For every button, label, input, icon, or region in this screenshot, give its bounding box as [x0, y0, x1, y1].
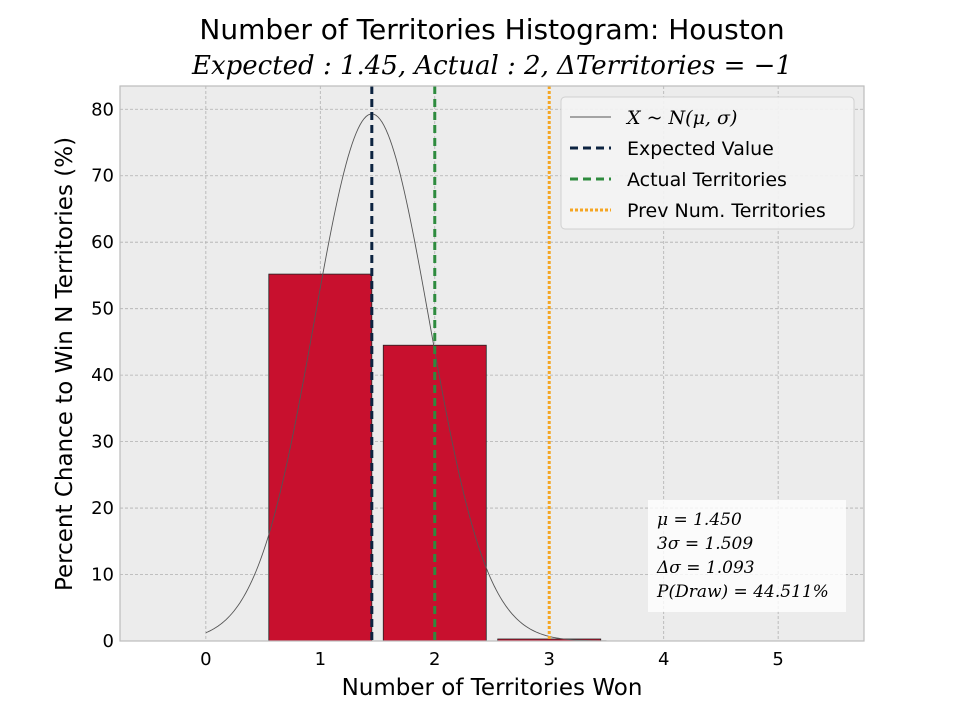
y-tick-label: 40: [91, 365, 114, 386]
x-tick-label: 5: [772, 649, 783, 670]
x-tick-label: 2: [429, 649, 440, 670]
chart-title: Number of Territories Histogram: Houston: [199, 13, 784, 46]
stats-line: 3σ = 1.509: [657, 534, 753, 554]
chart-subtitle: Expected : 1.45, Actual : 2, ΔTerritorie…: [191, 51, 792, 81]
legend: X ~ N(μ, σ) Expected Value Actual Territor…: [560, 96, 855, 230]
x-tick-label: 1: [315, 649, 326, 670]
stats-line: P(Draw) = 44.511%: [656, 582, 829, 602]
y-axis-label: Percent Chance to Win N Territories (%): [52, 137, 78, 591]
histogram-bar: [268, 273, 373, 642]
normal-distribution-curve: [205, 113, 607, 642]
y-tick-label: 80: [91, 99, 114, 120]
y-tick-label: 0: [103, 631, 114, 652]
y-tick-label: 30: [91, 432, 114, 453]
x-tick-label: 0: [200, 649, 211, 670]
legend-box: [560, 96, 855, 230]
stats-box: μ = 1.450 3σ = 1.509 Δσ = 1.093 P(Draw) = 4…: [648, 500, 846, 612]
legend-label: Expected Value: [627, 138, 774, 160]
y-tick-label: 70: [91, 166, 114, 187]
y-tick-label: 10: [91, 565, 114, 586]
legend-label: Prev Num. Territories: [627, 200, 826, 222]
y-tick-label: 20: [91, 498, 114, 519]
legend-label: Actual Territories: [627, 169, 787, 191]
plot-frame: [119, 85, 865, 642]
x-tick-label: 4: [658, 649, 669, 670]
stats-box-background: [648, 500, 846, 612]
x-tick-label: 3: [544, 649, 555, 670]
x-axis-label: Number of Territories Won: [342, 675, 643, 701]
y-tick-label: 60: [91, 232, 114, 253]
legend-label: X ~ N(μ, σ): [625, 107, 737, 129]
stats-line: Δσ = 1.093: [656, 558, 755, 578]
y-tick-label: 50: [91, 299, 114, 320]
stats-line: μ = 1.450: [657, 510, 742, 530]
